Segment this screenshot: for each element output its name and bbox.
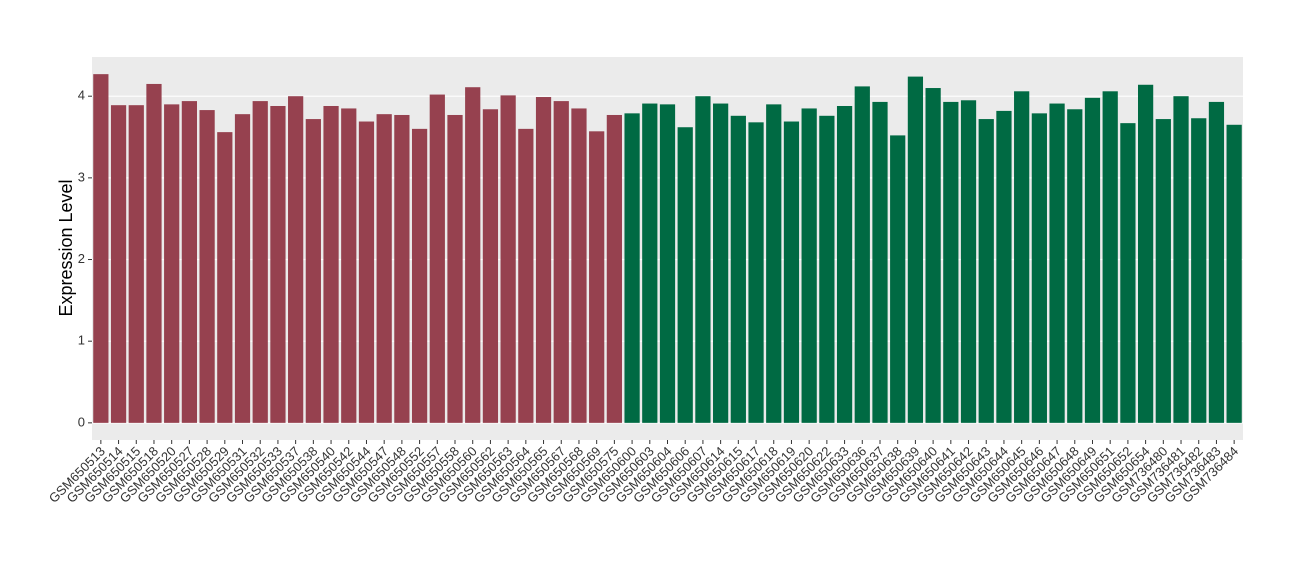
bar bbox=[518, 128, 534, 423]
bar bbox=[411, 128, 428, 423]
y-tick-label: 0 bbox=[78, 414, 85, 429]
bar bbox=[624, 113, 640, 423]
bar bbox=[110, 105, 127, 423]
bar bbox=[836, 105, 853, 423]
bar bbox=[1084, 97, 1101, 423]
bar bbox=[1226, 124, 1242, 423]
bar bbox=[943, 101, 959, 423]
bar bbox=[819, 115, 835, 423]
bar bbox=[305, 119, 321, 423]
bar bbox=[288, 96, 304, 423]
bar bbox=[748, 122, 764, 423]
bar bbox=[535, 97, 552, 423]
bar bbox=[1173, 96, 1189, 423]
bar bbox=[695, 96, 711, 423]
bar bbox=[234, 114, 251, 423]
bar bbox=[960, 100, 977, 423]
bar bbox=[907, 76, 924, 423]
bar bbox=[500, 95, 516, 423]
bar bbox=[93, 74, 109, 423]
bar bbox=[677, 127, 693, 423]
bar bbox=[252, 101, 268, 423]
bar bbox=[925, 88, 941, 423]
y-tick-label: 3 bbox=[78, 169, 85, 184]
y-axis-title: Expression Level bbox=[56, 179, 76, 316]
bar bbox=[1137, 84, 1154, 423]
bar bbox=[358, 121, 375, 423]
bar bbox=[589, 131, 605, 423]
bar bbox=[713, 103, 729, 423]
bar bbox=[801, 108, 817, 423]
bar bbox=[553, 101, 569, 423]
bar bbox=[659, 104, 676, 423]
bar bbox=[270, 105, 286, 423]
bar bbox=[376, 114, 392, 423]
bar bbox=[890, 135, 906, 423]
bar bbox=[199, 110, 215, 423]
bar bbox=[1102, 91, 1118, 423]
bar bbox=[642, 103, 658, 423]
bar bbox=[766, 104, 782, 423]
bar bbox=[996, 110, 1012, 423]
bar bbox=[978, 119, 994, 423]
bar bbox=[571, 108, 587, 423]
bar bbox=[465, 87, 481, 423]
bar bbox=[341, 108, 357, 423]
bar bbox=[854, 86, 870, 423]
bar bbox=[1067, 109, 1083, 423]
bar bbox=[872, 101, 888, 423]
y-tick-label: 1 bbox=[78, 333, 85, 348]
bar bbox=[606, 114, 622, 423]
bar bbox=[447, 114, 463, 423]
bar bbox=[429, 94, 445, 423]
y-tick-label: 4 bbox=[78, 88, 85, 103]
bar bbox=[164, 104, 180, 423]
bar bbox=[181, 101, 198, 423]
bar bbox=[1120, 123, 1136, 423]
bar bbox=[1049, 103, 1065, 423]
bar bbox=[783, 121, 800, 423]
bar bbox=[394, 114, 410, 423]
bar bbox=[1031, 113, 1047, 423]
bar bbox=[217, 132, 233, 423]
bar bbox=[1014, 91, 1030, 423]
bar bbox=[146, 83, 162, 423]
y-tick-label: 2 bbox=[78, 251, 85, 266]
bar bbox=[482, 109, 499, 423]
bar bbox=[323, 105, 339, 423]
bar bbox=[1191, 118, 1207, 423]
bar bbox=[1155, 119, 1171, 423]
bar bbox=[1208, 101, 1225, 423]
bar bbox=[730, 115, 746, 423]
bar bbox=[128, 105, 144, 423]
